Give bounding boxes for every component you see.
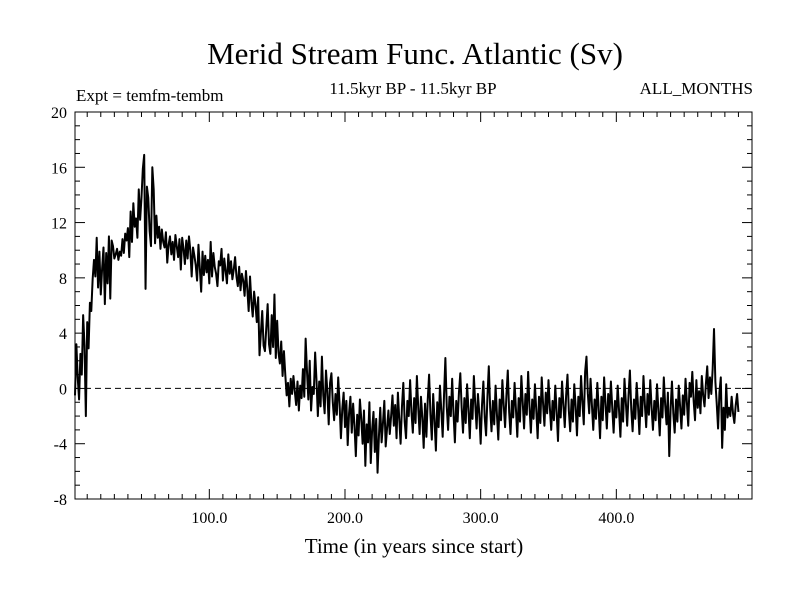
y-tick-label: -8 xyxy=(54,492,67,509)
chart-title: Merid Stream Func. Atlantic (Sv) xyxy=(207,36,623,71)
experiment-label: Expt = temfm-tembm xyxy=(76,86,223,105)
y-tick-label: 4 xyxy=(59,326,67,343)
series-line-temfm-tembm xyxy=(74,153,740,474)
y-tick-label: 8 xyxy=(59,271,67,288)
x-tick-label: 400.0 xyxy=(598,510,634,527)
y-tick-label: 0 xyxy=(59,381,67,398)
x-tick-label: 300.0 xyxy=(463,510,499,527)
x-axis-ticks: 100.0 200.0 300.0 400.0 xyxy=(86,112,739,527)
y-tick-label: -4 xyxy=(54,437,67,454)
y-axis-ticks: -8 -4 0 4 8 12 16 20 xyxy=(51,105,752,509)
x-tick-label: 100.0 xyxy=(191,510,227,527)
y-tick-label: 16 xyxy=(51,160,67,177)
x-tick-label: 200.0 xyxy=(327,510,363,527)
plot-frame xyxy=(74,111,753,500)
y-tick-label: 20 xyxy=(51,105,67,122)
y-tick-label: 12 xyxy=(51,216,67,233)
x-axis-label: Time (in years since start) xyxy=(305,534,524,558)
period-label: 11.5kyr BP - 11.5kyr BP xyxy=(329,79,496,98)
months-label: ALL_MONTHS xyxy=(640,79,753,98)
